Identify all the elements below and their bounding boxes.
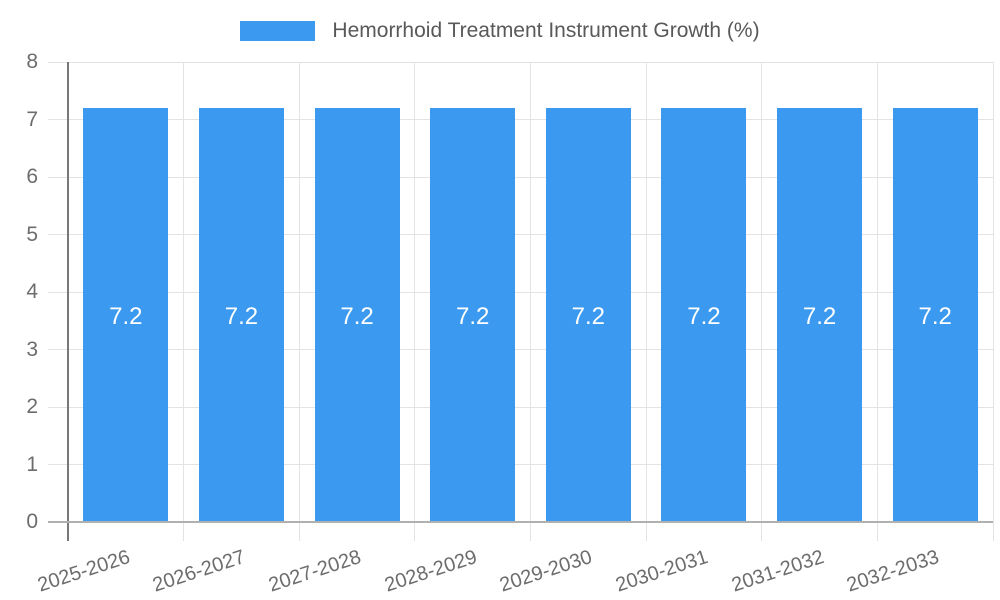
y-axis-tick-label: 2 [26,395,38,418]
chart-legend[interactable]: Hemorrhoid Treatment Instrument Growth (… [0,18,1000,44]
x-gridline [298,62,300,541]
bar-value-label: 7.2 [455,303,490,330]
y-gridline [48,176,993,178]
bar-value-label: 7.2 [802,303,837,330]
y-axis-tick-label: 4 [26,280,38,303]
y-axis-tick-label: 1 [26,452,38,476]
y-gridline [48,291,993,293]
x-gridline [183,62,185,541]
bar[interactable] [545,108,631,522]
bar-value-label: 7.2 [687,303,721,330]
bar[interactable] [314,108,400,522]
y-gridline [48,406,993,408]
bar[interactable] [430,108,516,522]
legend-color-swatch[interactable] [240,21,316,41]
y-axis-tick-label: 8 [26,50,38,73]
y-axis-line [67,62,69,541]
bar-value-label: 7.2 [571,303,605,330]
legend-label: Hemorrhoid Treatment Instrument Growth (… [332,19,760,42]
x-axis-line [48,521,993,523]
bar[interactable] [198,108,284,522]
y-gridline [48,349,993,350]
x-gridline [992,62,994,541]
y-gridline [48,119,993,120]
bar-value-label: 7.2 [340,303,374,330]
x-gridline [876,62,878,541]
y-gridline [48,464,993,465]
y-axis-tick-label: 6 [26,165,38,188]
y-gridline [48,61,993,63]
x-gridline [645,62,647,541]
bar[interactable] [661,108,747,522]
bar[interactable] [892,108,978,522]
x-gridline [761,62,763,541]
y-axis-tick-label: 5 [26,222,38,246]
x-gridline [530,62,531,541]
y-axis-tick-label: 0 [26,510,38,533]
y-gridline [48,234,993,235]
bar-value-label: 7.2 [918,303,952,330]
y-axis-tick-label: 3 [26,337,38,361]
x-gridline [414,62,416,541]
bar[interactable] [777,108,863,522]
bar-value-label: 7.2 [224,303,259,330]
bar-value-label: 7.2 [109,303,143,330]
y-axis-tick-label: 7 [26,107,38,131]
bar[interactable] [83,108,169,522]
